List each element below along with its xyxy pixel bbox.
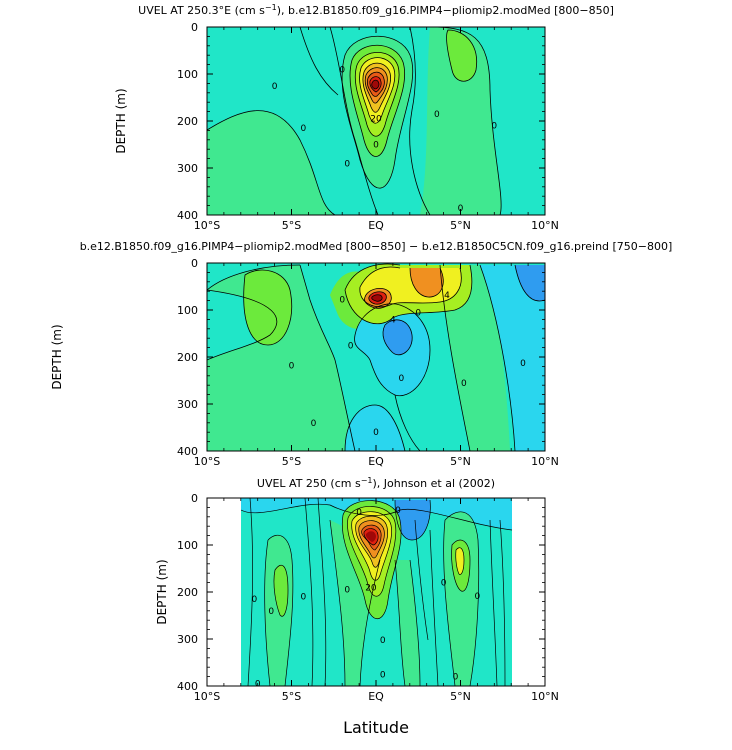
y-tick-label: 300 [177, 162, 198, 175]
x-tick-label: 10°N [531, 690, 559, 703]
panel-1-contour-labels: 20 0 0 0 0 0 0 0 0 [272, 65, 498, 214]
x-tick-label: 5°N [450, 455, 471, 468]
contour-label: 4 [390, 315, 396, 325]
contour-label: 0 [289, 361, 295, 371]
contour-label: 0 [311, 419, 317, 429]
y-tick-label: 100 [177, 304, 198, 317]
contour-label: 0 [348, 341, 354, 351]
contour-label: 0 [461, 379, 467, 389]
x-tick-label: 10°S [194, 455, 220, 468]
contour-label: 0 [373, 428, 379, 438]
x-tick-label: 10°S [194, 219, 220, 232]
panel-2-contour-labels: 4 4 0 0 0 0 0 0 0 0 0 [289, 291, 527, 438]
y-tick-label: 300 [177, 398, 198, 411]
contour-label: 0 [520, 359, 526, 369]
contour-label: 0 [339, 296, 345, 306]
panel-3-field [241, 498, 512, 686]
y-tick-label: 200 [177, 115, 198, 128]
panel-3-ylabel: DEPTH (m) [155, 559, 169, 624]
contour-label: 0 [395, 506, 401, 516]
y-tick-label: 300 [177, 633, 198, 646]
contour-label: 0 [272, 82, 278, 92]
x-tick-label: 5°S [282, 690, 301, 703]
y-tick-label: 200 [177, 586, 198, 599]
panel-1-title: UVEL AT 250.3°E (cm s−1), b.e12.B1850.f0… [138, 3, 614, 17]
x-tick-label: 10°S [194, 690, 220, 703]
contour-label: 0 [300, 124, 306, 134]
contour-label: 4 [444, 291, 450, 301]
contour-label: 0 [356, 508, 362, 518]
y-tick-label: 0 [191, 21, 198, 34]
panel-1-ylabel: DEPTH (m) [114, 88, 128, 153]
x-tick-label: 5°S [282, 455, 301, 468]
contour-label: 0 [458, 204, 464, 214]
contour-label: 20 [365, 583, 377, 593]
x-tick-label: EQ [368, 690, 384, 703]
contour-label: 0 [453, 673, 459, 683]
contour-label: 0 [434, 110, 440, 120]
x-tick-label: 10°N [531, 455, 559, 468]
x-tick-label: 10°N [531, 219, 559, 232]
contour-label: 20 [370, 115, 382, 125]
y-tick-label: 400 [177, 445, 198, 458]
contour-label: 0 [251, 595, 257, 605]
x-tick-label: 5°N [450, 219, 471, 232]
y-tick-label: 200 [177, 351, 198, 364]
x-tick-label: EQ [368, 219, 384, 232]
x-tick-label: 5°S [282, 219, 301, 232]
contour-label: 0 [415, 308, 421, 318]
contour-label: 0 [373, 141, 379, 151]
contour-label: 0 [441, 579, 447, 589]
contour-label: 0 [475, 592, 481, 602]
panel-2: b.e12.B1850.f09_g16.PIMP4−pliomip2.modMe… [50, 240, 672, 468]
panel-2-field [207, 263, 545, 451]
contour-label: 0 [339, 65, 345, 75]
y-tick-label: 400 [177, 209, 198, 222]
contour-label: 0 [344, 586, 350, 596]
panel-1-field [207, 27, 545, 215]
panel-3-title: UVEL AT 250 (cm s−1), Johnson et al (200… [257, 476, 495, 490]
panel-2-ylabel: DEPTH (m) [50, 324, 64, 389]
contour-label: 0 [491, 122, 497, 132]
contour-label: 0 [380, 636, 386, 646]
contour-label: 0 [268, 607, 274, 617]
x-tick-label: EQ [368, 455, 384, 468]
contour-label: 0 [344, 159, 350, 169]
y-tick-label: 100 [177, 68, 198, 81]
y-tick-label: 0 [191, 492, 198, 505]
panel-1: UVEL AT 250.3°E (cm s−1), b.e12.B1850.f0… [114, 3, 614, 232]
y-tick-label: 0 [191, 257, 198, 270]
contour-label: 0 [300, 593, 306, 603]
panel-2-title: b.e12.B1850.f09_g16.PIMP4−pliomip2.modMe… [80, 240, 673, 253]
y-tick-label: 100 [177, 539, 198, 552]
contour-label: 0 [398, 374, 404, 384]
x-axis-label: Latitude [343, 718, 409, 737]
x-tick-label: 5°N [450, 690, 471, 703]
contour-label: 0 [380, 670, 386, 680]
y-tick-label: 400 [177, 680, 198, 693]
panel-3: UVEL AT 250 (cm s−1), Johnson et al (200… [155, 476, 559, 703]
